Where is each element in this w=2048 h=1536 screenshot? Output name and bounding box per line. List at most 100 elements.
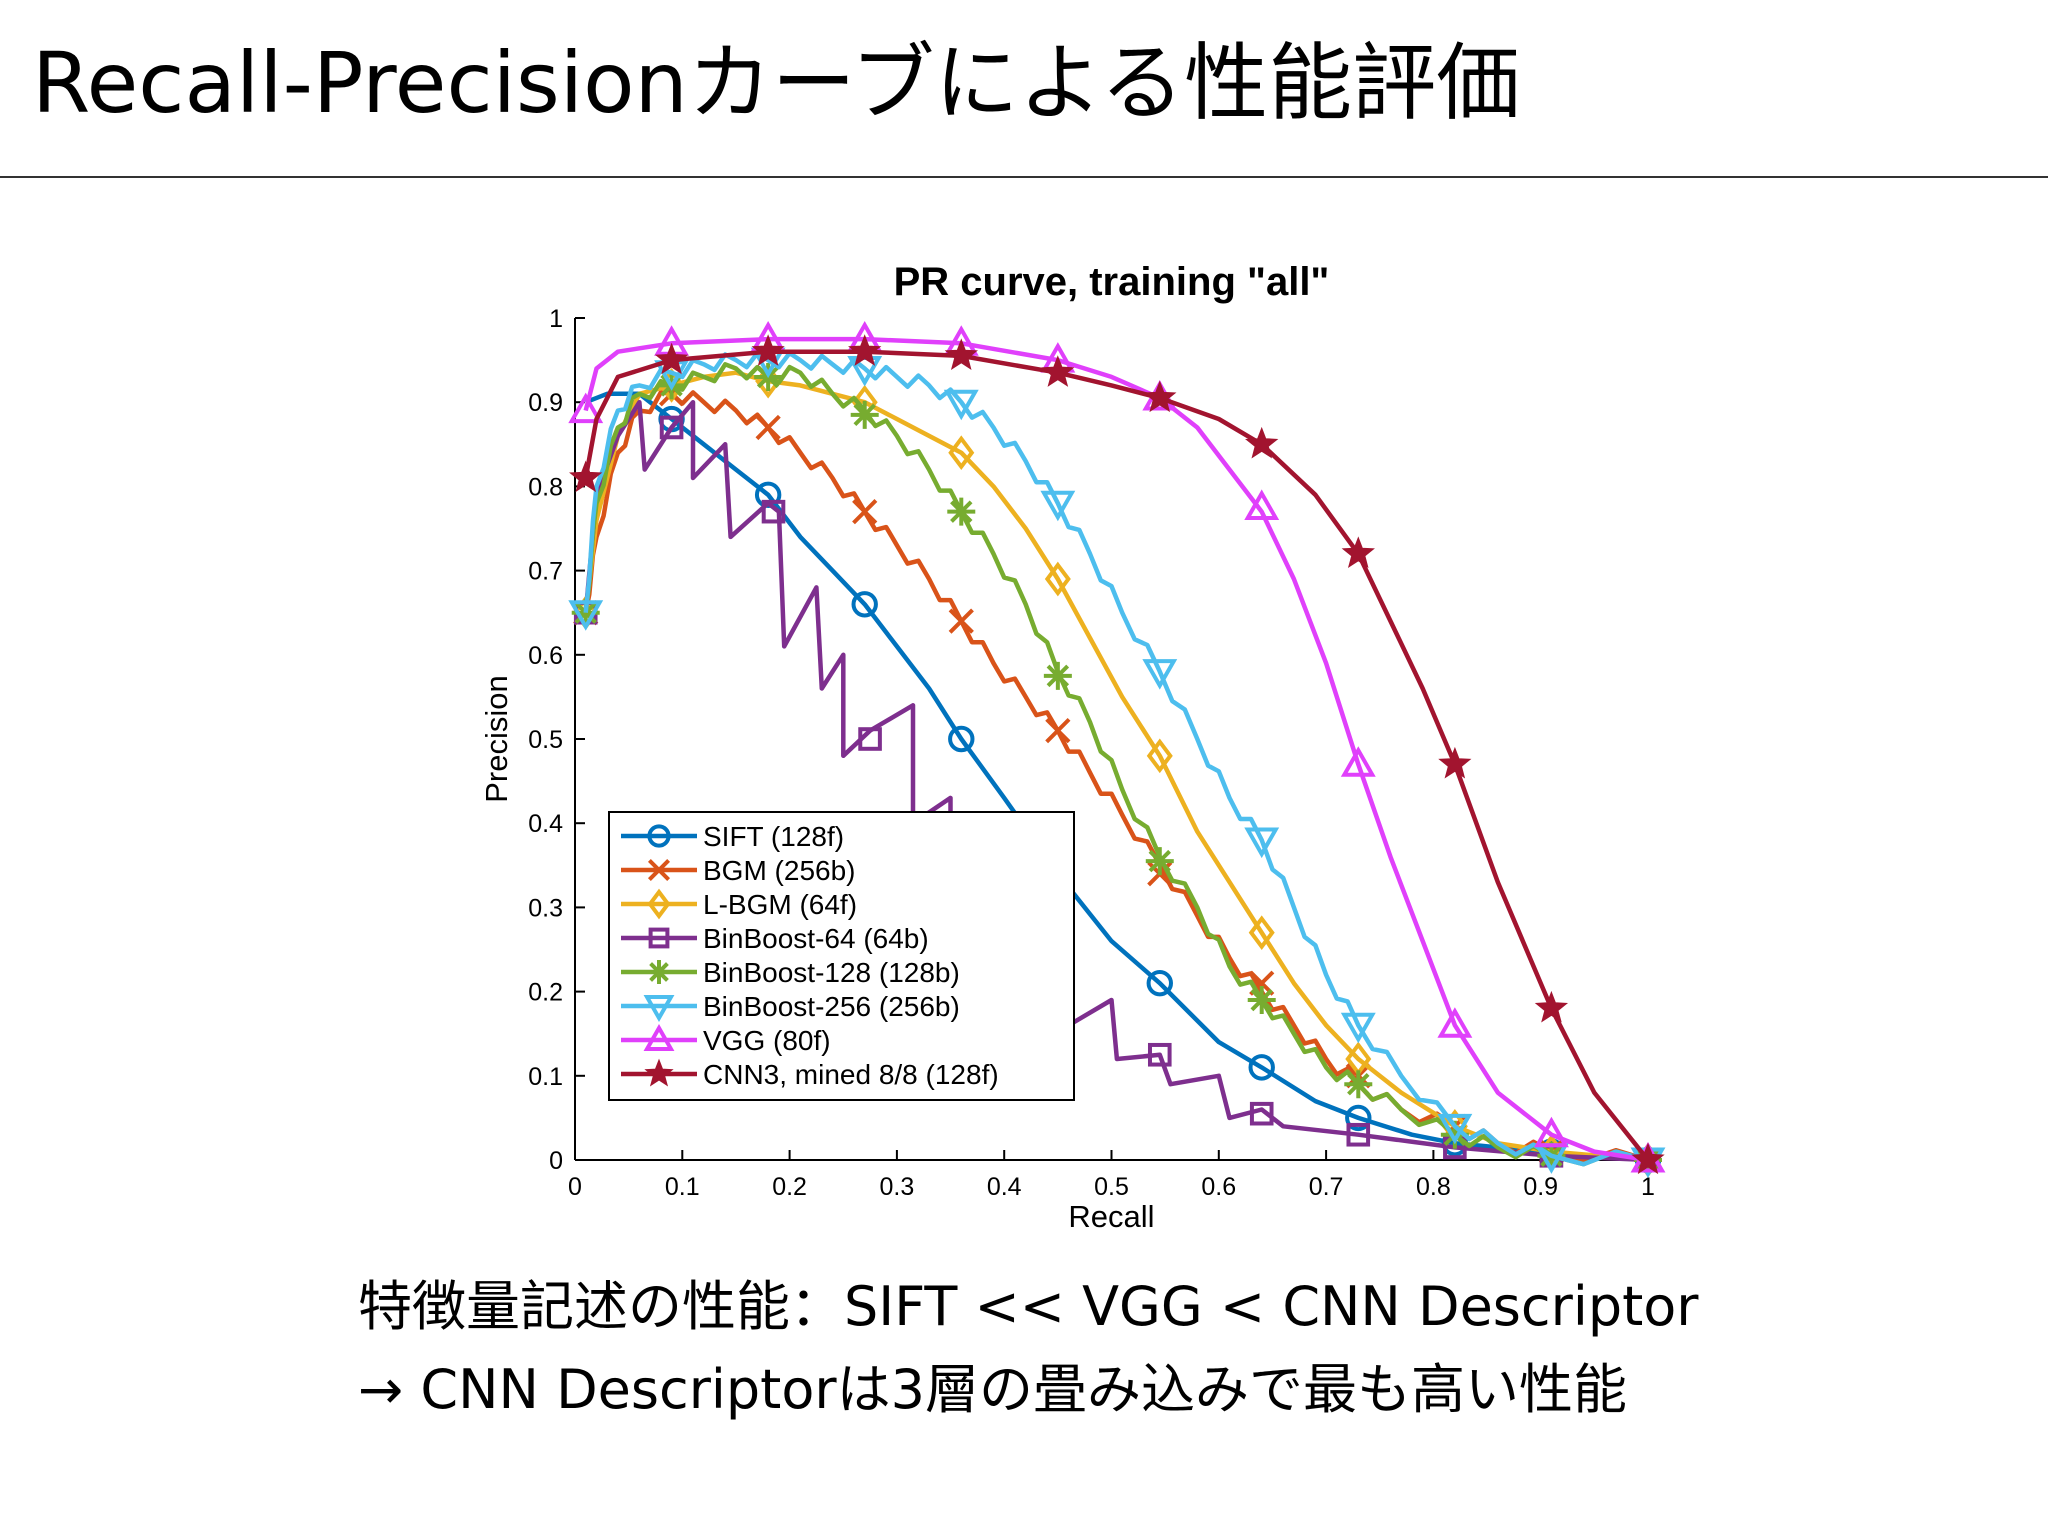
legend-item: SIFT (128f) (621, 821, 844, 852)
data-point-marker (648, 927, 670, 949)
data-point-marker (654, 342, 689, 375)
data-point-marker (1249, 1101, 1274, 1126)
data-point-marker (850, 400, 879, 429)
data-point-marker (568, 392, 604, 424)
caption-line-2: → CNN Descriptorは3層の畳み込みで最も高い性能 (358, 1358, 1627, 1421)
title-divider (0, 176, 2048, 178)
data-point-marker (1043, 661, 1072, 690)
data-point-marker (659, 415, 684, 440)
data-point-marker (1438, 746, 1472, 779)
data-point-marker (948, 725, 975, 753)
chart-legend: SIFT (128f)BGM (256b)L-BGM (64f)BinBoost… (608, 811, 1075, 1101)
x-tick-label: 0.5 (1094, 1173, 1129, 1201)
y-tick-label: 0.6 (528, 642, 563, 670)
y-tick-label: 1 (549, 305, 563, 333)
data-point-marker (848, 334, 882, 366)
series-line (583, 399, 1649, 1163)
data-point-marker (858, 727, 882, 751)
x-tick-label: 0 (568, 1173, 582, 1201)
data-point-marker (761, 499, 786, 524)
series-6 (568, 321, 1666, 1173)
data-point-marker (569, 460, 603, 493)
x-tick-label: 0.2 (772, 1173, 807, 1201)
data-point-marker (1244, 489, 1280, 520)
data-point-marker (1146, 738, 1173, 774)
data-point-marker (1345, 1104, 1372, 1132)
legend-label: L-BGM (64f) (703, 889, 857, 920)
data-point-marker (643, 1023, 675, 1051)
data-point-marker (1142, 659, 1178, 690)
legend-label: BinBoost-128 (128b) (703, 957, 960, 988)
data-point-marker (943, 389, 979, 421)
x-tick-label: 0.6 (1201, 1173, 1236, 1201)
data-point-marker (1244, 827, 1280, 859)
series-line (583, 350, 1649, 1167)
y-tick-label: 0.8 (528, 473, 563, 501)
data-point-marker (852, 499, 878, 525)
y-axis-label: Precision (479, 675, 514, 803)
data-point-marker (751, 334, 785, 366)
data-point-marker (755, 414, 781, 441)
x-tick-label: 0.3 (880, 1173, 915, 1201)
legend-box (608, 811, 1075, 1101)
data-point-marker (1631, 1142, 1665, 1175)
data-point-marker (644, 1058, 674, 1087)
legend-label: BGM (256b) (703, 855, 856, 886)
x-tick-label: 0.8 (1416, 1173, 1451, 1201)
data-point-marker (1534, 990, 1569, 1023)
x-tick-label: 0.7 (1309, 1173, 1344, 1201)
data-point-marker (1440, 1120, 1469, 1149)
legend-item: BinBoost-128 (128b) (621, 957, 960, 988)
data-point-marker (851, 591, 878, 618)
caption-line-1: 特徴量記述の性能：SIFT << VGG < CNN Descriptor (358, 1275, 1699, 1338)
data-point-marker (948, 435, 975, 471)
data-point-marker (1437, 1007, 1473, 1038)
data-point-marker (1040, 490, 1076, 522)
y-tick-label: 0.1 (528, 1063, 563, 1091)
legend-item: BinBoost-256 (256b) (621, 991, 960, 1023)
pr-curve-chart: PR curve, training "all" 0 0.1 0.2 0.3 0.4 0.5… (479, 260, 1666, 1234)
series-line (583, 336, 1649, 1163)
data-point-marker (568, 600, 604, 631)
y-tick-label: 0.9 (528, 389, 563, 417)
y-tick-label: 0.3 (528, 894, 563, 922)
y-tick-label: 0 (549, 1147, 563, 1175)
legend-label: SIFT (128f) (703, 821, 844, 852)
slide-title: Recall-Precisionカーブによる性能評価 (32, 34, 1521, 132)
data-point-marker (647, 960, 671, 984)
data-point-marker (1437, 1113, 1473, 1145)
data-point-marker (1044, 561, 1071, 597)
series-line (584, 391, 1649, 1163)
x-tick-label: 1 (1641, 1173, 1655, 1201)
y-tick-label: 0.7 (528, 558, 563, 586)
data-point-marker (1247, 986, 1276, 1015)
data-point-marker (948, 608, 974, 634)
legend-label: VGG (80f) (703, 1025, 831, 1056)
data-point-marker (1341, 536, 1375, 568)
legend-label: BinBoost-256 (256b) (703, 991, 960, 1022)
legend-label: BinBoost-64 (64b) (703, 923, 929, 954)
series-line (583, 349, 1650, 1162)
data-point-marker (1147, 1042, 1172, 1067)
data-point-marker (947, 497, 976, 526)
y-tick-label: 0.2 (528, 979, 563, 1007)
series-7 (569, 334, 1665, 1175)
data-point-marker (1045, 717, 1071, 744)
x-tick-label: 0.4 (987, 1173, 1022, 1201)
data-point-marker (944, 338, 978, 371)
x-tick-label: 0.9 (1523, 1173, 1558, 1201)
data-point-marker (1041, 355, 1075, 387)
data-point-marker (1533, 1116, 1569, 1148)
legend-label: CNN3, mined 8/8 (128f) (703, 1059, 999, 1090)
data-point-marker (643, 995, 675, 1023)
data-point-marker (1248, 915, 1275, 950)
data-point-marker (647, 824, 671, 848)
data-point-marker (1344, 1070, 1373, 1099)
chart-title: PR curve, training "all" (894, 260, 1330, 304)
legend-item: BGM (256b) (621, 855, 856, 886)
x-tick-label: 0.1 (665, 1173, 700, 1201)
data-point-marker (1245, 426, 1279, 459)
legend-item: VGG (80f) (621, 1023, 831, 1056)
x-axis-label: Recall (1068, 1199, 1154, 1234)
data-point-marker (1146, 969, 1173, 997)
